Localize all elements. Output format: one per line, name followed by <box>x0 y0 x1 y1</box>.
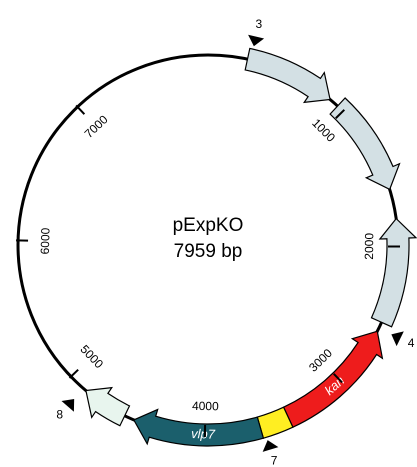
tick-label: 6000 <box>38 227 53 254</box>
tick-label: 5000 <box>77 342 106 371</box>
tick-mark <box>335 109 346 119</box>
marker-label: 8 <box>56 408 63 422</box>
marker-triangle <box>61 398 75 412</box>
marker-label: 3 <box>255 17 262 31</box>
feature-arrow <box>370 217 417 328</box>
tick-label: 2000 <box>362 233 376 260</box>
feature-label: vlp7 <box>191 426 216 442</box>
plasmid-length: 7959 bp <box>174 241 243 262</box>
tick-label: 3000 <box>306 346 335 375</box>
marker-triangle <box>248 34 265 47</box>
marker-label: 7 <box>271 453 278 467</box>
marker-triangle <box>391 331 404 347</box>
tick-label: 1000 <box>309 116 338 145</box>
marker-label: 4 <box>408 336 415 350</box>
feature-arrow <box>85 386 131 427</box>
plasmid-name: pExpKO <box>173 215 244 236</box>
feature-arrow <box>244 47 331 104</box>
feature-arrow <box>132 408 265 447</box>
tick-mark <box>333 373 343 384</box>
tick-mark <box>68 368 79 379</box>
tick-label: 4000 <box>192 399 219 413</box>
marker-triangle <box>262 440 279 452</box>
tick-mark <box>75 104 86 115</box>
feature-arrow <box>329 97 401 191</box>
tick-label: 7000 <box>82 112 111 141</box>
